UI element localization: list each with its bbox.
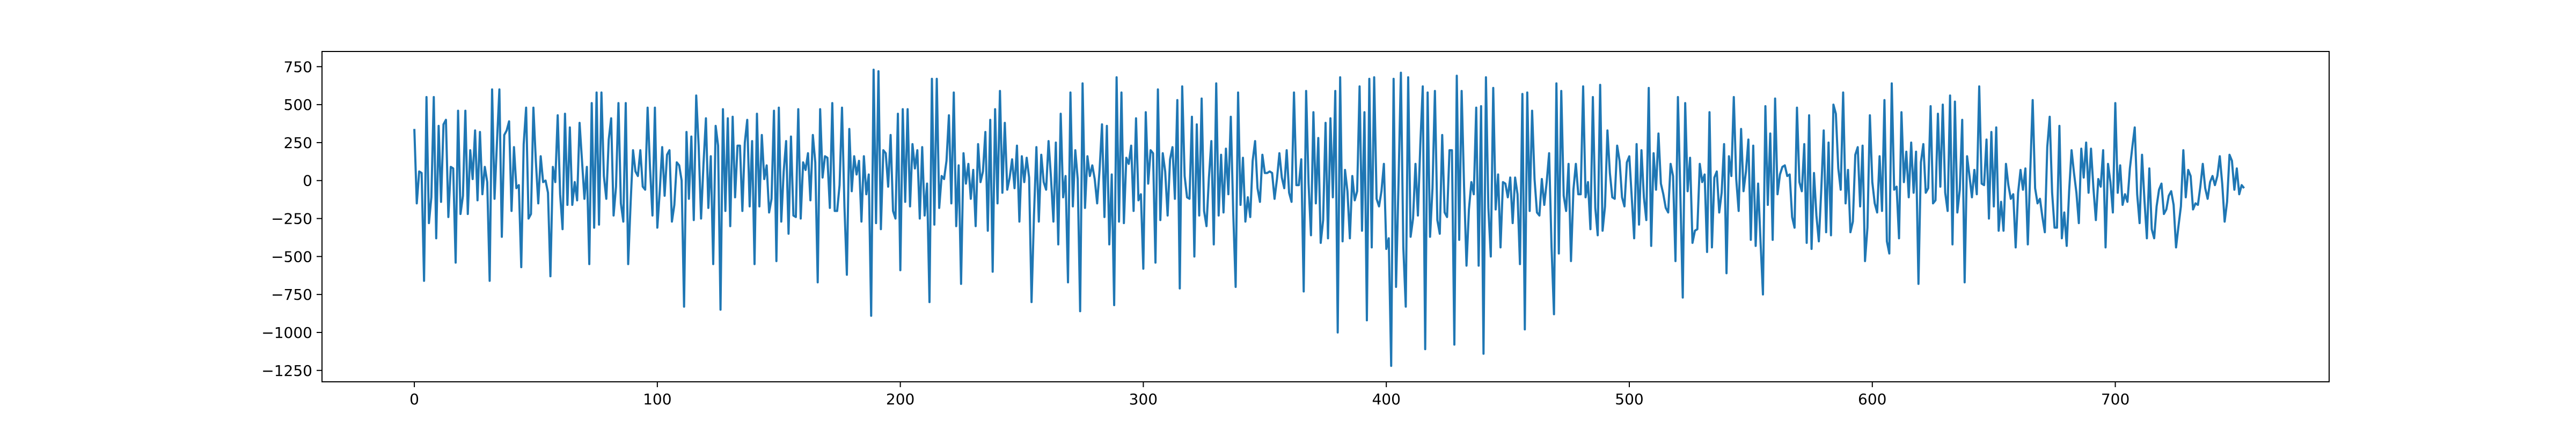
x-axis: 0 100 200 300 400 500 600 700 [409, 382, 2129, 408]
y-tick-label: 250 [284, 134, 312, 152]
y-tick-label: −1250 [261, 362, 312, 380]
x-tick-label: 300 [1129, 390, 1158, 408]
x-tick-label: 0 [409, 390, 419, 408]
y-tick-label: 500 [284, 96, 312, 114]
series-line-0 [413, 68, 2245, 367]
y-tick-label: −1000 [261, 324, 312, 342]
x-tick-label: 400 [1372, 390, 1400, 408]
y-tick-label: −750 [271, 286, 312, 304]
series-layer [413, 68, 2245, 367]
x-tick-label: 600 [1858, 390, 1886, 408]
x-tick-label: 100 [643, 390, 671, 408]
plot-area-frame [321, 51, 2330, 382]
y-axis: 750 500 250 0 −250 −500 −750 −1000 −1250 [261, 58, 322, 380]
x-tick-label: 200 [886, 390, 914, 408]
x-tick-label: 500 [1615, 390, 1643, 408]
y-tick-label: −250 [271, 210, 312, 228]
y-tick-label: −500 [271, 248, 312, 265]
y-tick-label: 750 [284, 58, 312, 76]
x-tick-label: 700 [2101, 390, 2129, 408]
y-tick-label: 0 [303, 172, 312, 190]
